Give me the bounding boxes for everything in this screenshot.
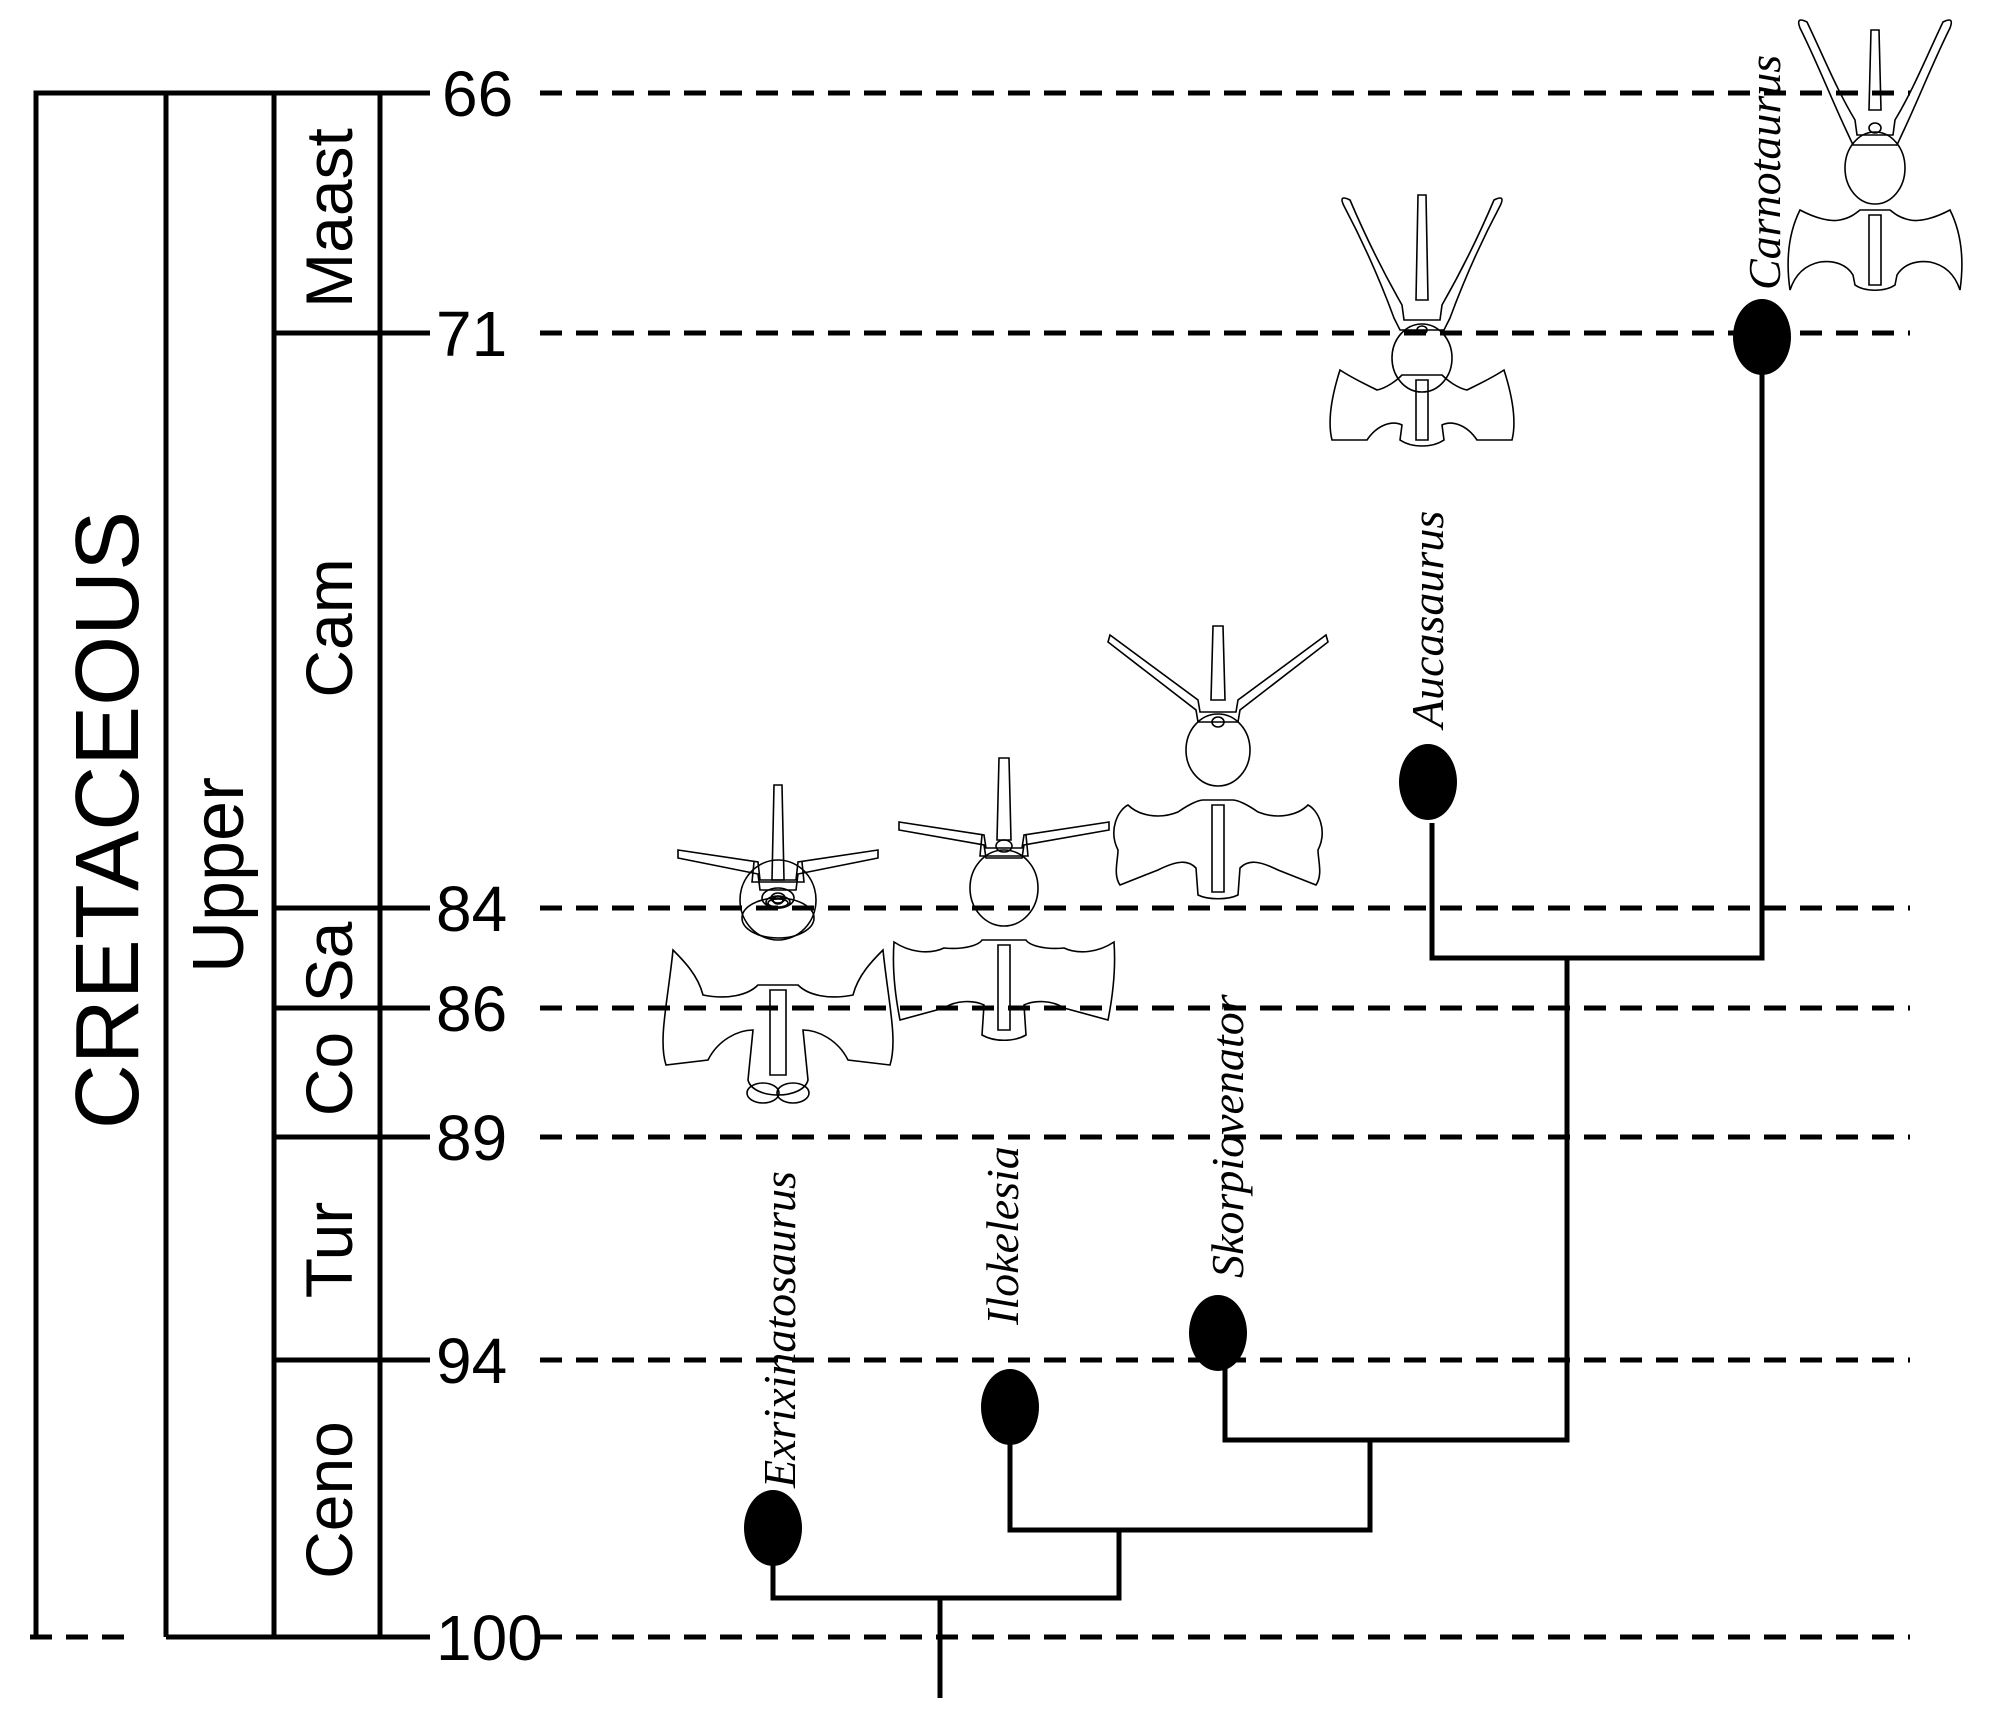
node-exrixinatosaurus <box>744 1490 802 1566</box>
age-label-84: 84 <box>436 873 507 945</box>
age-label-71: 71 <box>436 298 507 370</box>
epoch-label: Upper <box>179 777 259 973</box>
vertebra-illustration-ilokelesia <box>892 757 1116 1042</box>
taxon-label-ilokelesia: Ilokelesia <box>977 1146 1028 1326</box>
stage-label-cam: Cam <box>292 558 366 697</box>
time-horizon-lines <box>30 90 1910 1640</box>
age-label-89: 89 <box>436 1102 507 1174</box>
period-label: CRETACEOUS <box>58 511 158 1129</box>
cladogram <box>770 338 1765 1698</box>
time-column <box>33 90 430 1640</box>
taxon-label-exrixinatosaurus: Exrixinatosaurus <box>754 1171 805 1489</box>
vertebra-illustration-carnotaurus <box>1787 19 1963 292</box>
stage-label-tur: Tur <box>292 1202 366 1299</box>
stage-label-ceno: Ceno <box>292 1421 366 1579</box>
node-skorpiovenator <box>1189 1295 1247 1371</box>
age-label-94: 94 <box>436 1325 507 1397</box>
vertebra-illustration-exrixinatosaurus <box>662 784 894 1104</box>
age-label-66: 66 <box>442 58 513 130</box>
vertebra-illustration-aucasaurus <box>1329 194 1515 447</box>
node-ilokelesia <box>981 1369 1039 1445</box>
taxon-label-skorpiovenator: Skorpiovenator <box>1202 993 1253 1278</box>
taxon-label-carnotaurus: Carnotaurus <box>1739 55 1790 290</box>
vertebra-illustration-skorpiovenator <box>1107 625 1329 900</box>
stage-label-maast: Maast <box>292 128 366 308</box>
node-aucasaurus <box>1399 744 1457 820</box>
age-label-100: 100 <box>436 1602 543 1674</box>
age-label-86: 86 <box>436 973 507 1045</box>
stage-label-co: Co <box>292 1032 366 1116</box>
taxon-label-aucasaurus: Aucasaurus <box>1402 511 1453 731</box>
taxon-nodes <box>744 299 1791 1566</box>
stage-label-sa: Sa <box>292 921 366 1002</box>
node-carnotaurus <box>1733 299 1791 375</box>
